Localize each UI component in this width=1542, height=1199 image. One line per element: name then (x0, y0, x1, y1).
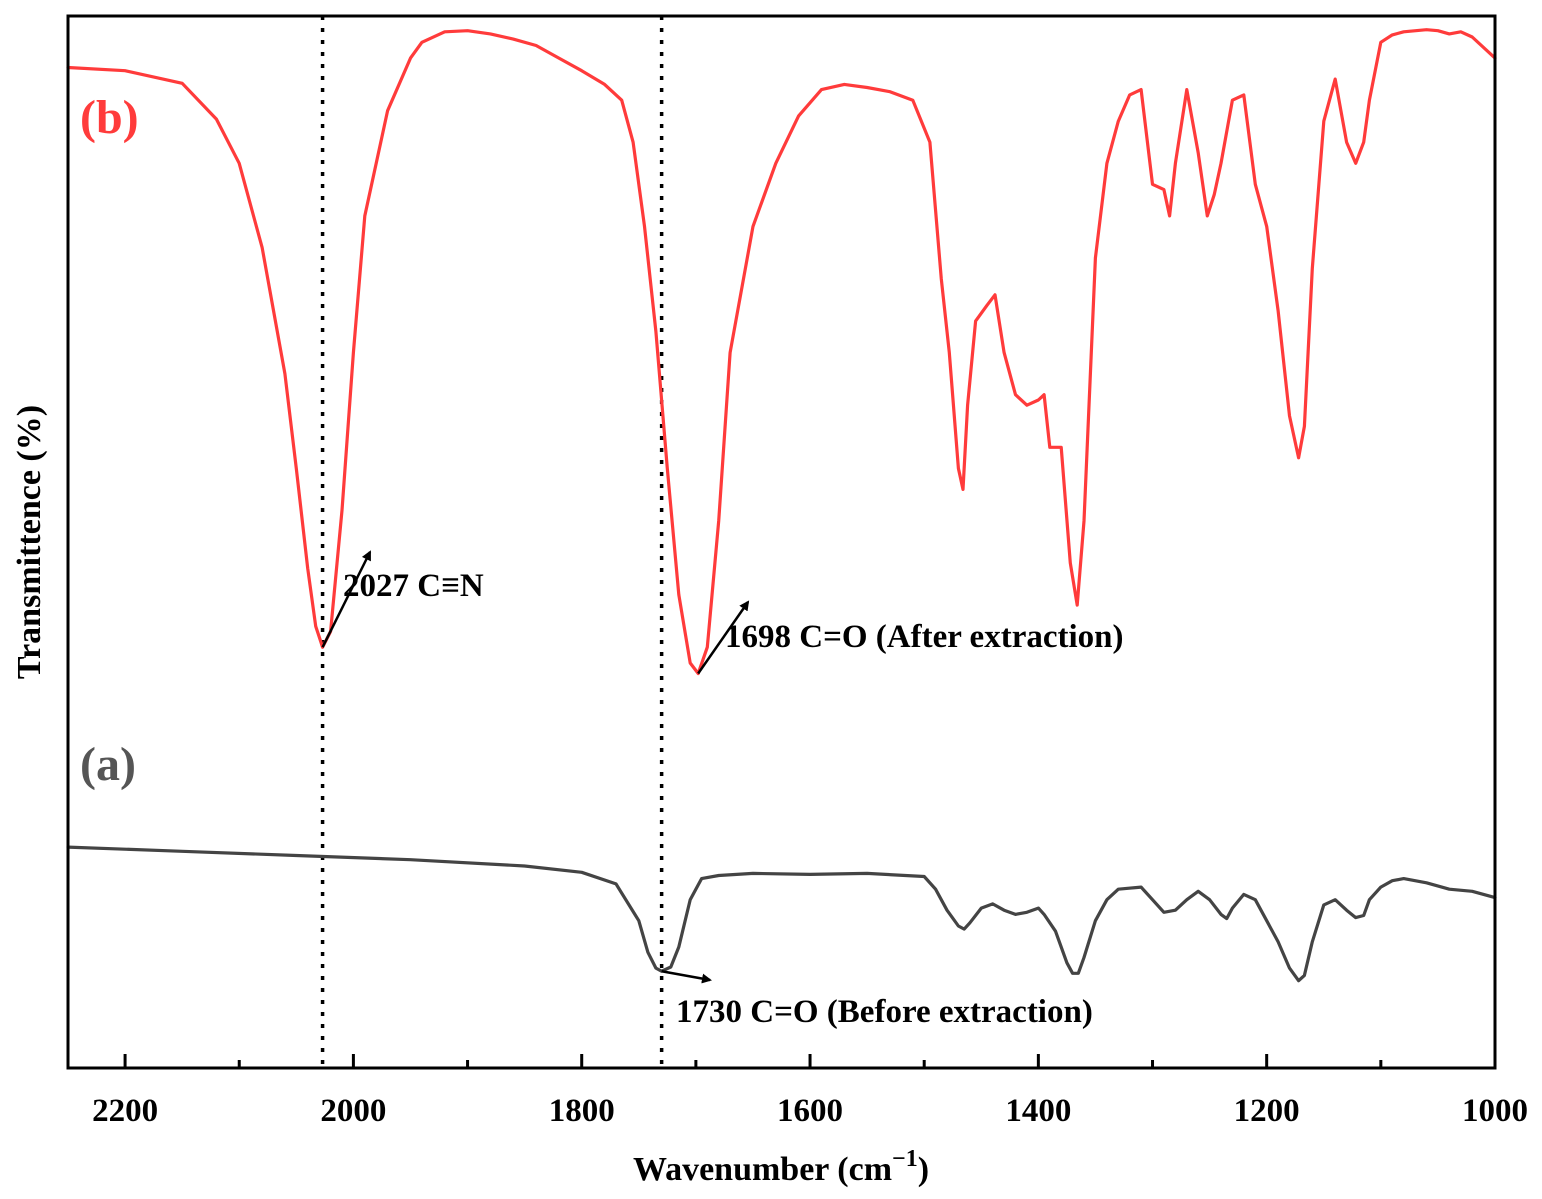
annotation-2027: 2027 C≡N (343, 568, 484, 604)
series-group (66, 28, 1497, 983)
plot-frame (66, 14, 1497, 1070)
series-line-a (66, 845, 1497, 983)
annotation-arrow-1730 (661, 969, 712, 984)
x-tick-label: 1000 (1462, 1093, 1528, 1129)
annotation-arrow-1698 (697, 600, 750, 675)
x-tick-label: 1800 (549, 1093, 615, 1129)
x-axis-label-suffix: ) (918, 1151, 929, 1188)
x-tick-label: 2200 (92, 1093, 158, 1129)
x-axis-label: Wavenumber (cm−1) (633, 1146, 929, 1188)
series-label-b: (b) (80, 91, 139, 144)
x-tick-label: 1400 (1005, 1093, 1071, 1129)
x-tick-label: 2000 (320, 1093, 386, 1129)
annotation-1730: 1730 C=O (Before extraction) (676, 994, 1093, 1030)
x-tick-label: 1200 (1234, 1093, 1300, 1129)
annotation-1698: 1698 C=O (After extraction) (725, 619, 1123, 655)
x-tick-label: 1600 (777, 1093, 843, 1129)
x-axis-ticks: 2200 2000 1800 1600 1400 1200 1000 (92, 1054, 1528, 1129)
x-axis-label-sup: −1 (892, 1146, 918, 1172)
y-axis-label: Transmittence (%) (11, 405, 48, 679)
annotation-arrow-2027 (321, 550, 372, 648)
series-line-b (66, 28, 1497, 676)
x-axis-label-main: Wavenumber (cm (633, 1151, 892, 1188)
annotation-arrows (321, 550, 750, 984)
series-label-a: (a) (80, 738, 136, 791)
reference-lines (320, 16, 664, 1068)
